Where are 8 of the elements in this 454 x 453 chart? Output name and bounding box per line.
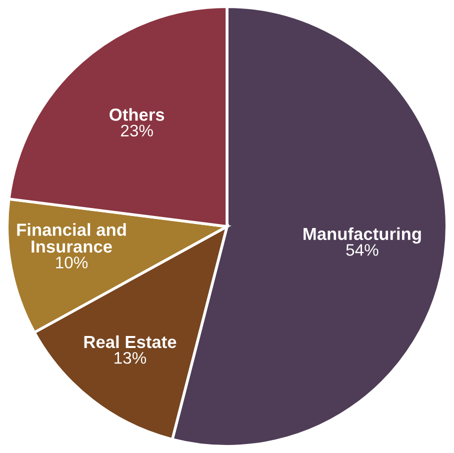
- data-label: 23%: [121, 124, 153, 136]
- slice-label: Manufacturing: [304, 227, 421, 244]
- slice-label: Others: [110, 108, 164, 121]
- data-label: 13%: [114, 352, 146, 364]
- slice-label: Real Estate: [84, 335, 176, 348]
- slice-label: Financial and Insurance: [17, 223, 126, 253]
- data-label: 10%: [56, 256, 88, 268]
- data-label: 54%: [346, 244, 378, 256]
